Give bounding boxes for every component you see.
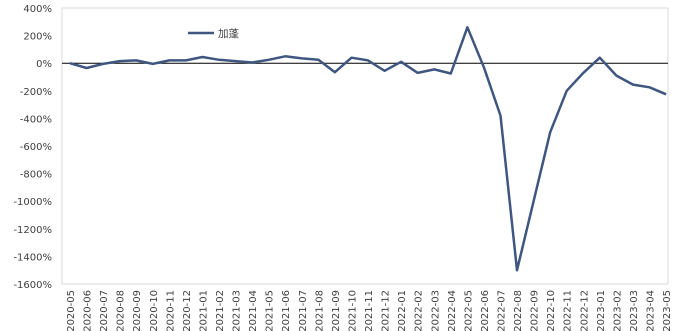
x-tick-label: 2020-06 <box>83 290 94 331</box>
x-tick-label: 2022-11 <box>563 290 574 331</box>
x-tick-label: 2022-07 <box>496 290 507 331</box>
y-tick-label: 0% <box>36 59 52 70</box>
x-tick-label: 2022-12 <box>579 290 590 331</box>
x-tick-label: 2020-10 <box>149 290 160 331</box>
y-tick-label: -200% <box>20 87 52 98</box>
legend: 加蓬 <box>188 28 239 40</box>
y-tick-label: 200% <box>23 32 52 43</box>
x-tick-label: 2023-01 <box>596 290 607 331</box>
x-tick-label: 2023-02 <box>612 290 623 331</box>
x-tick-label: 2021-12 <box>381 290 392 331</box>
x-tick-label: 2023-04 <box>646 290 657 331</box>
x-tick-label: 2022-01 <box>397 290 408 331</box>
x-tick-label: 2020-11 <box>165 290 176 331</box>
legend-label: 加蓬 <box>218 28 239 40</box>
x-tick-label: 2022-03 <box>430 290 441 331</box>
x-tick-label: 2022-04 <box>447 290 458 331</box>
x-tick-label: 2020-12 <box>182 290 193 331</box>
x-tick-label: 2022-05 <box>463 290 474 331</box>
x-axis-ticks: 2020-05 2020-06 2020-07 2020-08 2020-09 2020-… <box>66 290 673 331</box>
x-tick-label: 2021-05 <box>265 290 276 331</box>
series-line-gabon <box>69 26 667 272</box>
y-axis-ticks: 400% 200% 0% -200% -400% -600% -800% -1000% -120… <box>13 4 52 291</box>
x-tick-label: 2022-08 <box>513 290 524 331</box>
x-tick-label: 2021-06 <box>281 290 292 331</box>
x-tick-label: 2021-01 <box>198 290 209 331</box>
x-tick-label: 2022-10 <box>546 290 557 331</box>
y-tick-label: -600% <box>20 142 52 153</box>
x-tick-label: 2021-10 <box>347 290 358 331</box>
x-tick-label: 2023-03 <box>629 290 640 331</box>
x-tick-label: 2020-05 <box>66 290 77 331</box>
y-tick-label: -1600% <box>13 280 52 291</box>
x-tick-label: 2021-11 <box>364 290 375 331</box>
x-tick-label: 2022-09 <box>530 290 541 331</box>
y-tick-label: -800% <box>20 170 52 181</box>
x-tick-label: 2021-09 <box>331 290 342 331</box>
y-tick-label: -400% <box>20 114 52 125</box>
y-tick-label: -1400% <box>13 252 52 263</box>
x-tick-label: 2020-08 <box>116 290 127 331</box>
x-tick-label: 2022-06 <box>480 290 491 331</box>
x-tick-label: 2021-03 <box>232 290 243 331</box>
x-tick-label: 2020-09 <box>132 290 143 331</box>
x-tick-label: 2021-07 <box>298 290 309 331</box>
y-tick-label: 400% <box>23 4 52 15</box>
x-tick-label: 2021-02 <box>215 290 226 331</box>
x-tick-label: 2022-02 <box>414 290 425 331</box>
x-tick-label: 2023-05 <box>662 290 673 331</box>
x-tick-label: 2021-08 <box>314 290 325 331</box>
plot-frame <box>61 7 669 285</box>
y-tick-label: -1000% <box>13 197 52 208</box>
x-tick-label: 2021-04 <box>248 290 259 331</box>
x-tick-label: 2020-07 <box>99 290 110 331</box>
y-tick-label: -1200% <box>13 225 52 236</box>
